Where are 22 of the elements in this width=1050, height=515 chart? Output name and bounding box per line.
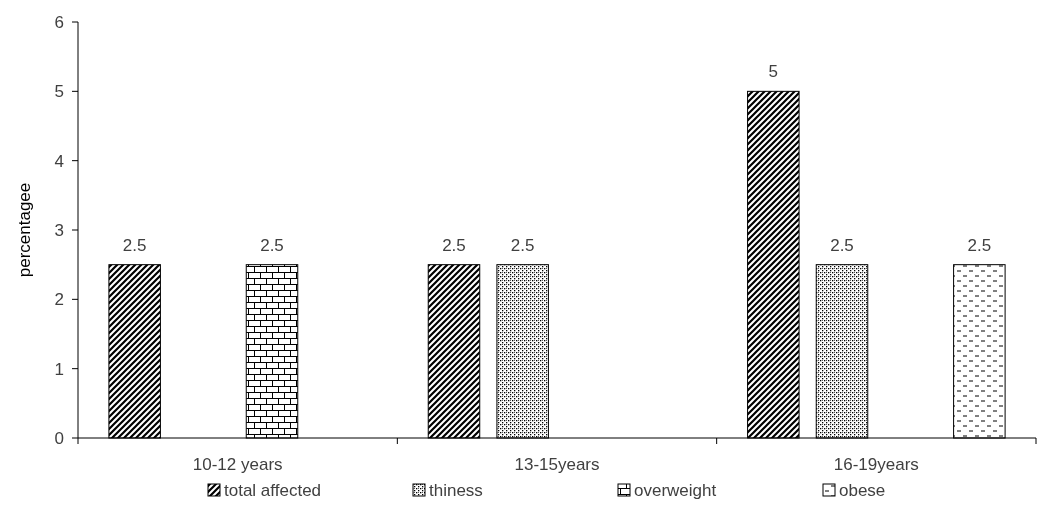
y-tick-label: 2 xyxy=(54,290,64,310)
data-label: 2.5 xyxy=(510,235,535,255)
y-tick-label: 0 xyxy=(54,428,64,448)
y-tick-label: 3 xyxy=(54,220,64,240)
data-label: 2.5 xyxy=(260,235,284,255)
y-tick-label: 4 xyxy=(54,151,64,171)
legend-label: overweight xyxy=(634,481,717,500)
y-tick-label: 6 xyxy=(54,12,64,32)
y-tick-label: 5 xyxy=(54,82,64,102)
data-label: 2.5 xyxy=(122,235,147,255)
data-label: 2.5 xyxy=(967,235,992,255)
legend-label: thiness xyxy=(429,481,483,500)
legend-label: total affected xyxy=(224,481,322,500)
legend-label: obese xyxy=(839,481,886,500)
x-tick-label: 16-19years xyxy=(833,455,919,474)
y-tick-label: 1 xyxy=(54,359,64,379)
y-axis-title: percentagee xyxy=(15,182,34,278)
x-tick-label: 13-15years xyxy=(514,455,600,474)
x-tick-label: 10-12 years xyxy=(192,455,283,474)
data-label: 2.5 xyxy=(442,235,466,255)
data-label: 5 xyxy=(768,62,779,82)
data-label: 2.5 xyxy=(830,235,854,255)
